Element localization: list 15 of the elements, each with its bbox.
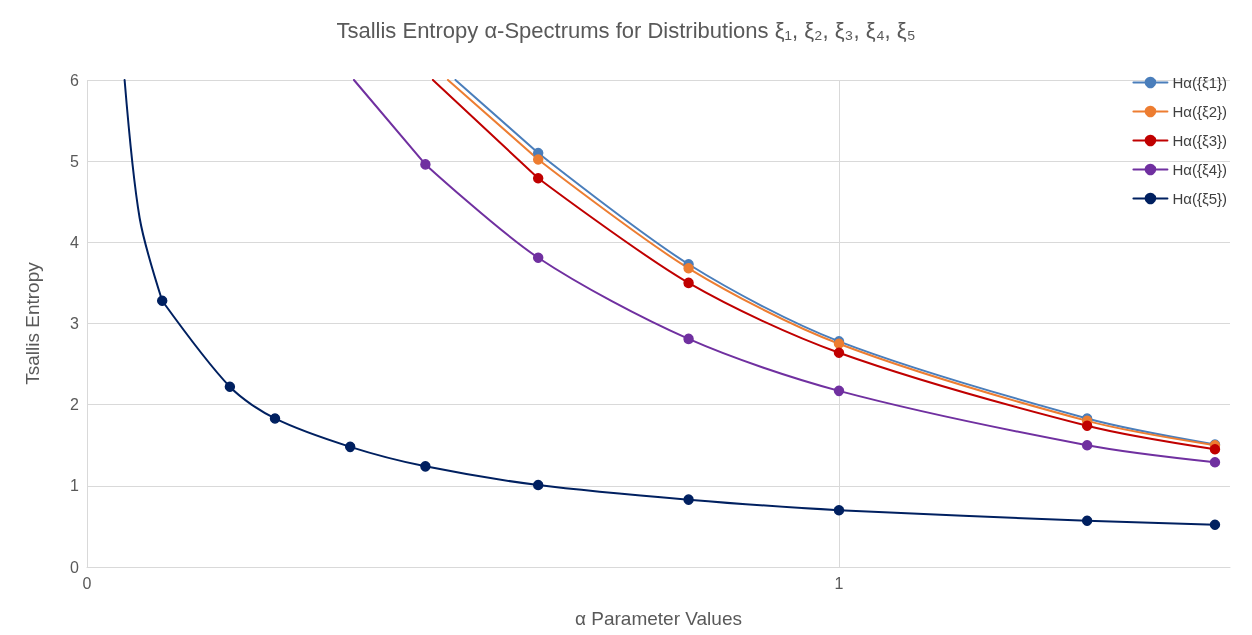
legend-label: Hα({ξ2}) [1172, 103, 1228, 120]
legend-label: Hα({ξ3}) [1172, 132, 1228, 149]
x-axis-title: α Parameter Values [575, 608, 742, 629]
y-tick-label: 1 [70, 477, 80, 495]
legend-label: Hα({ξ4}) [1172, 161, 1228, 178]
y-axis-title: Tsallis Entropy [22, 261, 43, 385]
y-tick-label: 4 [70, 233, 80, 251]
y-tick-label: 0 [70, 558, 80, 576]
y-tick-label: 3 [70, 315, 80, 332]
legend-label: Hα({ξ1}) [1172, 74, 1228, 91]
y-tick-label: 2 [70, 396, 80, 414]
legend-label: Hα({ξ5}) [1172, 190, 1228, 207]
y-tick-label: 5 [70, 152, 80, 170]
chart-title: Tsallis Entropy α-Spectrums for Distributions ξ₁, ξ₂, ξ₃, ξ₄, ξ₅ [336, 17, 916, 43]
y-tick-label: 6 [70, 71, 80, 89]
